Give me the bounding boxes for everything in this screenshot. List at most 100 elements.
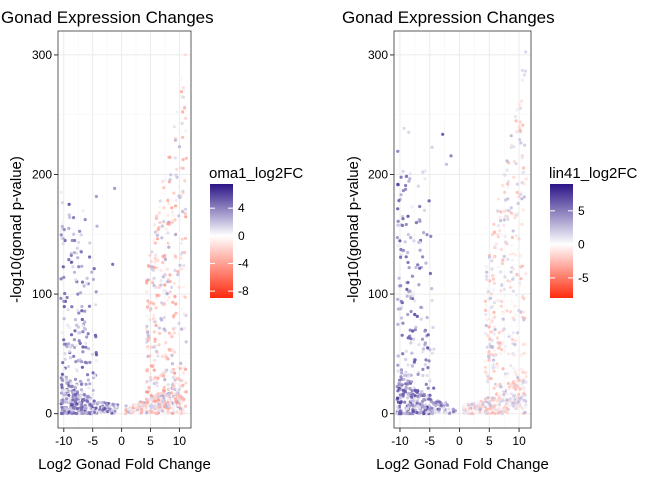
data-point bbox=[423, 403, 427, 407]
data-point bbox=[86, 373, 90, 377]
data-point bbox=[502, 254, 506, 259]
data-point bbox=[518, 106, 523, 110]
data-point bbox=[163, 273, 167, 277]
data-point bbox=[75, 246, 79, 250]
data-point bbox=[487, 354, 491, 358]
data-point bbox=[181, 166, 185, 170]
data-point bbox=[426, 366, 430, 370]
data-point bbox=[509, 283, 513, 287]
data-point bbox=[164, 355, 168, 359]
data-point bbox=[398, 284, 402, 288]
data-point bbox=[507, 358, 511, 362]
data-point bbox=[506, 185, 510, 189]
data-point bbox=[398, 401, 402, 405]
data-point bbox=[60, 331, 64, 335]
data-point bbox=[509, 206, 513, 210]
data-point bbox=[156, 237, 160, 241]
data-point bbox=[93, 410, 97, 414]
data-point bbox=[79, 382, 84, 386]
data-point bbox=[395, 405, 399, 409]
data-point bbox=[145, 327, 149, 331]
data-point bbox=[422, 231, 426, 235]
data-point bbox=[63, 291, 67, 296]
data-point bbox=[182, 264, 186, 268]
data-point bbox=[61, 378, 65, 383]
data-point bbox=[177, 321, 181, 325]
data-point bbox=[398, 393, 402, 397]
data-point bbox=[405, 287, 409, 291]
data-point bbox=[105, 402, 109, 407]
data-point bbox=[519, 124, 523, 128]
data-point bbox=[407, 266, 411, 270]
data-point bbox=[506, 392, 510, 396]
data-point bbox=[67, 407, 71, 411]
data-point bbox=[490, 313, 494, 317]
data-point bbox=[397, 382, 401, 386]
legend-colorbar bbox=[210, 184, 233, 298]
data-point bbox=[521, 171, 525, 175]
data-point bbox=[174, 397, 178, 401]
data-point bbox=[183, 236, 188, 240]
data-point bbox=[157, 285, 161, 289]
data-point bbox=[501, 317, 505, 321]
data-point bbox=[83, 218, 87, 222]
data-point bbox=[91, 388, 95, 392]
data-point bbox=[396, 297, 400, 301]
data-point bbox=[159, 283, 163, 287]
data-point bbox=[71, 265, 75, 269]
data-point bbox=[162, 302, 167, 306]
data-point bbox=[400, 333, 404, 337]
data-point bbox=[157, 326, 161, 330]
data-point bbox=[493, 352, 498, 356]
data-point bbox=[61, 361, 65, 365]
data-point bbox=[183, 106, 187, 110]
data-point bbox=[491, 366, 495, 370]
data-point bbox=[468, 409, 472, 413]
data-point bbox=[74, 398, 78, 402]
data-point bbox=[493, 325, 497, 329]
data-point bbox=[164, 341, 168, 345]
data-point bbox=[490, 411, 495, 415]
data-point bbox=[428, 348, 432, 352]
data-point bbox=[397, 199, 401, 203]
data-point bbox=[78, 229, 82, 233]
data-point bbox=[426, 346, 430, 350]
data-point bbox=[423, 343, 427, 347]
data-point bbox=[162, 327, 166, 331]
data-point bbox=[512, 353, 516, 357]
data-point bbox=[157, 343, 161, 347]
data-point bbox=[398, 409, 402, 413]
data-point bbox=[486, 396, 490, 400]
data-point bbox=[404, 357, 408, 362]
data-point bbox=[511, 402, 515, 406]
data-point bbox=[406, 233, 410, 237]
data-point bbox=[181, 189, 185, 193]
data-point bbox=[447, 407, 451, 411]
data-point bbox=[502, 287, 506, 291]
data-point bbox=[522, 195, 526, 199]
data-point bbox=[506, 182, 510, 186]
data-point bbox=[489, 330, 493, 334]
data-point bbox=[146, 305, 150, 309]
data-point bbox=[428, 397, 432, 401]
data-point bbox=[402, 411, 406, 416]
data-point bbox=[515, 212, 520, 216]
data-point bbox=[520, 367, 524, 372]
data-point bbox=[158, 199, 162, 203]
data-point bbox=[486, 265, 490, 269]
data-point bbox=[146, 299, 150, 303]
data-point bbox=[423, 177, 427, 181]
data-point bbox=[401, 169, 405, 173]
data-point bbox=[174, 311, 178, 315]
data-point bbox=[484, 308, 488, 312]
data-point bbox=[519, 396, 523, 400]
data-point bbox=[183, 211, 187, 216]
data-point bbox=[153, 339, 157, 343]
data-point bbox=[395, 236, 399, 240]
data-point bbox=[517, 403, 521, 407]
data-point bbox=[487, 350, 491, 354]
data-point bbox=[60, 383, 64, 387]
data-point bbox=[153, 358, 157, 362]
data-point bbox=[68, 396, 72, 400]
data-point bbox=[495, 399, 499, 403]
